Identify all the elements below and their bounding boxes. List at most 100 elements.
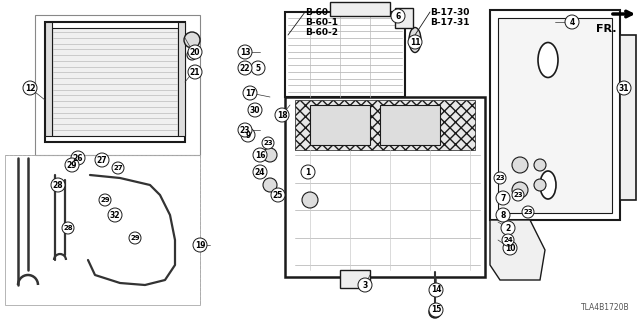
- Text: FR.: FR.: [596, 24, 616, 34]
- Bar: [620, 35, 636, 200]
- Text: 21: 21: [189, 68, 200, 76]
- Bar: [285, 12, 405, 97]
- Circle shape: [193, 238, 207, 252]
- Bar: [380, 105, 440, 145]
- Text: B-60: B-60: [305, 8, 328, 17]
- Text: 24: 24: [255, 167, 265, 177]
- Text: 19: 19: [195, 241, 205, 250]
- Circle shape: [248, 103, 262, 117]
- Circle shape: [501, 221, 515, 235]
- Bar: [285, 97, 485, 277]
- Circle shape: [51, 178, 65, 192]
- Circle shape: [187, 50, 197, 60]
- Ellipse shape: [409, 28, 421, 52]
- Text: B-17-31: B-17-31: [430, 18, 470, 27]
- Text: 24: 24: [503, 237, 513, 243]
- Text: 8: 8: [500, 211, 506, 220]
- Circle shape: [301, 165, 315, 179]
- Polygon shape: [178, 22, 185, 136]
- Text: B-17-30: B-17-30: [430, 8, 469, 17]
- Text: 26: 26: [73, 154, 83, 163]
- Text: 10: 10: [505, 244, 515, 252]
- Bar: [52, 28, 178, 136]
- Text: 28: 28: [52, 180, 63, 189]
- Text: 20: 20: [189, 47, 200, 57]
- Circle shape: [112, 162, 124, 174]
- Circle shape: [99, 194, 111, 206]
- Circle shape: [275, 108, 289, 122]
- Bar: [295, 100, 475, 150]
- Text: 1: 1: [305, 167, 310, 177]
- Text: 15: 15: [431, 306, 441, 315]
- Text: 13: 13: [240, 47, 250, 57]
- Text: 14: 14: [431, 285, 441, 294]
- Circle shape: [494, 172, 506, 184]
- Polygon shape: [45, 22, 52, 136]
- Circle shape: [408, 35, 422, 49]
- Circle shape: [188, 65, 202, 79]
- Text: 32: 32: [109, 211, 120, 220]
- Circle shape: [188, 45, 202, 59]
- Polygon shape: [35, 15, 200, 155]
- Text: 23: 23: [513, 192, 523, 198]
- Text: 29: 29: [100, 197, 110, 203]
- Circle shape: [512, 157, 528, 173]
- Circle shape: [251, 61, 265, 75]
- Circle shape: [429, 303, 443, 317]
- Circle shape: [496, 191, 510, 205]
- Text: 12: 12: [25, 84, 35, 92]
- Text: 23: 23: [263, 140, 273, 146]
- Circle shape: [429, 283, 443, 297]
- Text: 30: 30: [250, 106, 260, 115]
- Circle shape: [496, 208, 510, 222]
- Text: 31: 31: [619, 84, 629, 92]
- Circle shape: [358, 278, 372, 292]
- Text: 28: 28: [63, 225, 73, 231]
- Text: 3: 3: [362, 281, 367, 290]
- Ellipse shape: [540, 171, 556, 199]
- Text: TLA4B1720B: TLA4B1720B: [581, 303, 630, 312]
- Ellipse shape: [538, 43, 558, 77]
- Circle shape: [108, 208, 122, 222]
- Circle shape: [271, 188, 285, 202]
- Circle shape: [512, 189, 524, 201]
- Text: 27: 27: [113, 165, 123, 171]
- Text: 23: 23: [495, 175, 505, 181]
- Text: 27: 27: [97, 156, 108, 164]
- Text: 9: 9: [245, 131, 251, 140]
- Circle shape: [617, 81, 631, 95]
- Text: 22: 22: [240, 63, 250, 73]
- Circle shape: [503, 241, 517, 255]
- Text: 16: 16: [255, 150, 265, 159]
- Circle shape: [253, 165, 267, 179]
- Text: 23: 23: [240, 125, 250, 134]
- Circle shape: [184, 32, 200, 48]
- Circle shape: [263, 178, 277, 192]
- Text: 5: 5: [255, 63, 260, 73]
- Circle shape: [512, 182, 528, 198]
- Bar: [310, 105, 370, 145]
- Circle shape: [238, 123, 252, 137]
- Circle shape: [534, 179, 546, 191]
- Circle shape: [302, 192, 318, 208]
- Text: 6: 6: [396, 12, 401, 20]
- Circle shape: [263, 148, 277, 162]
- Text: 11: 11: [410, 37, 420, 46]
- Text: 18: 18: [276, 110, 287, 119]
- Circle shape: [253, 148, 267, 162]
- Circle shape: [534, 159, 546, 171]
- Circle shape: [65, 158, 79, 172]
- Bar: [45, 22, 185, 142]
- Bar: [330, 2, 390, 16]
- Circle shape: [238, 45, 252, 59]
- Circle shape: [71, 151, 85, 165]
- Circle shape: [429, 306, 441, 318]
- Circle shape: [95, 153, 109, 167]
- Text: 17: 17: [244, 89, 255, 98]
- Circle shape: [243, 86, 257, 100]
- Polygon shape: [490, 220, 545, 280]
- Text: 25: 25: [273, 190, 283, 199]
- Text: B-60-1: B-60-1: [305, 18, 338, 27]
- Bar: [490, 10, 620, 220]
- Bar: [340, 270, 370, 288]
